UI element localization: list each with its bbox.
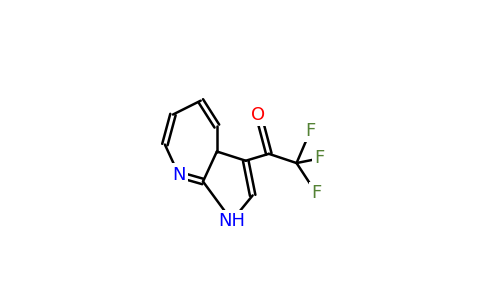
Text: NH: NH bbox=[218, 212, 245, 230]
Text: F: F bbox=[305, 122, 316, 140]
Text: F: F bbox=[311, 184, 321, 202]
Text: F: F bbox=[315, 149, 325, 167]
Text: N: N bbox=[172, 166, 185, 184]
Text: O: O bbox=[251, 106, 266, 124]
